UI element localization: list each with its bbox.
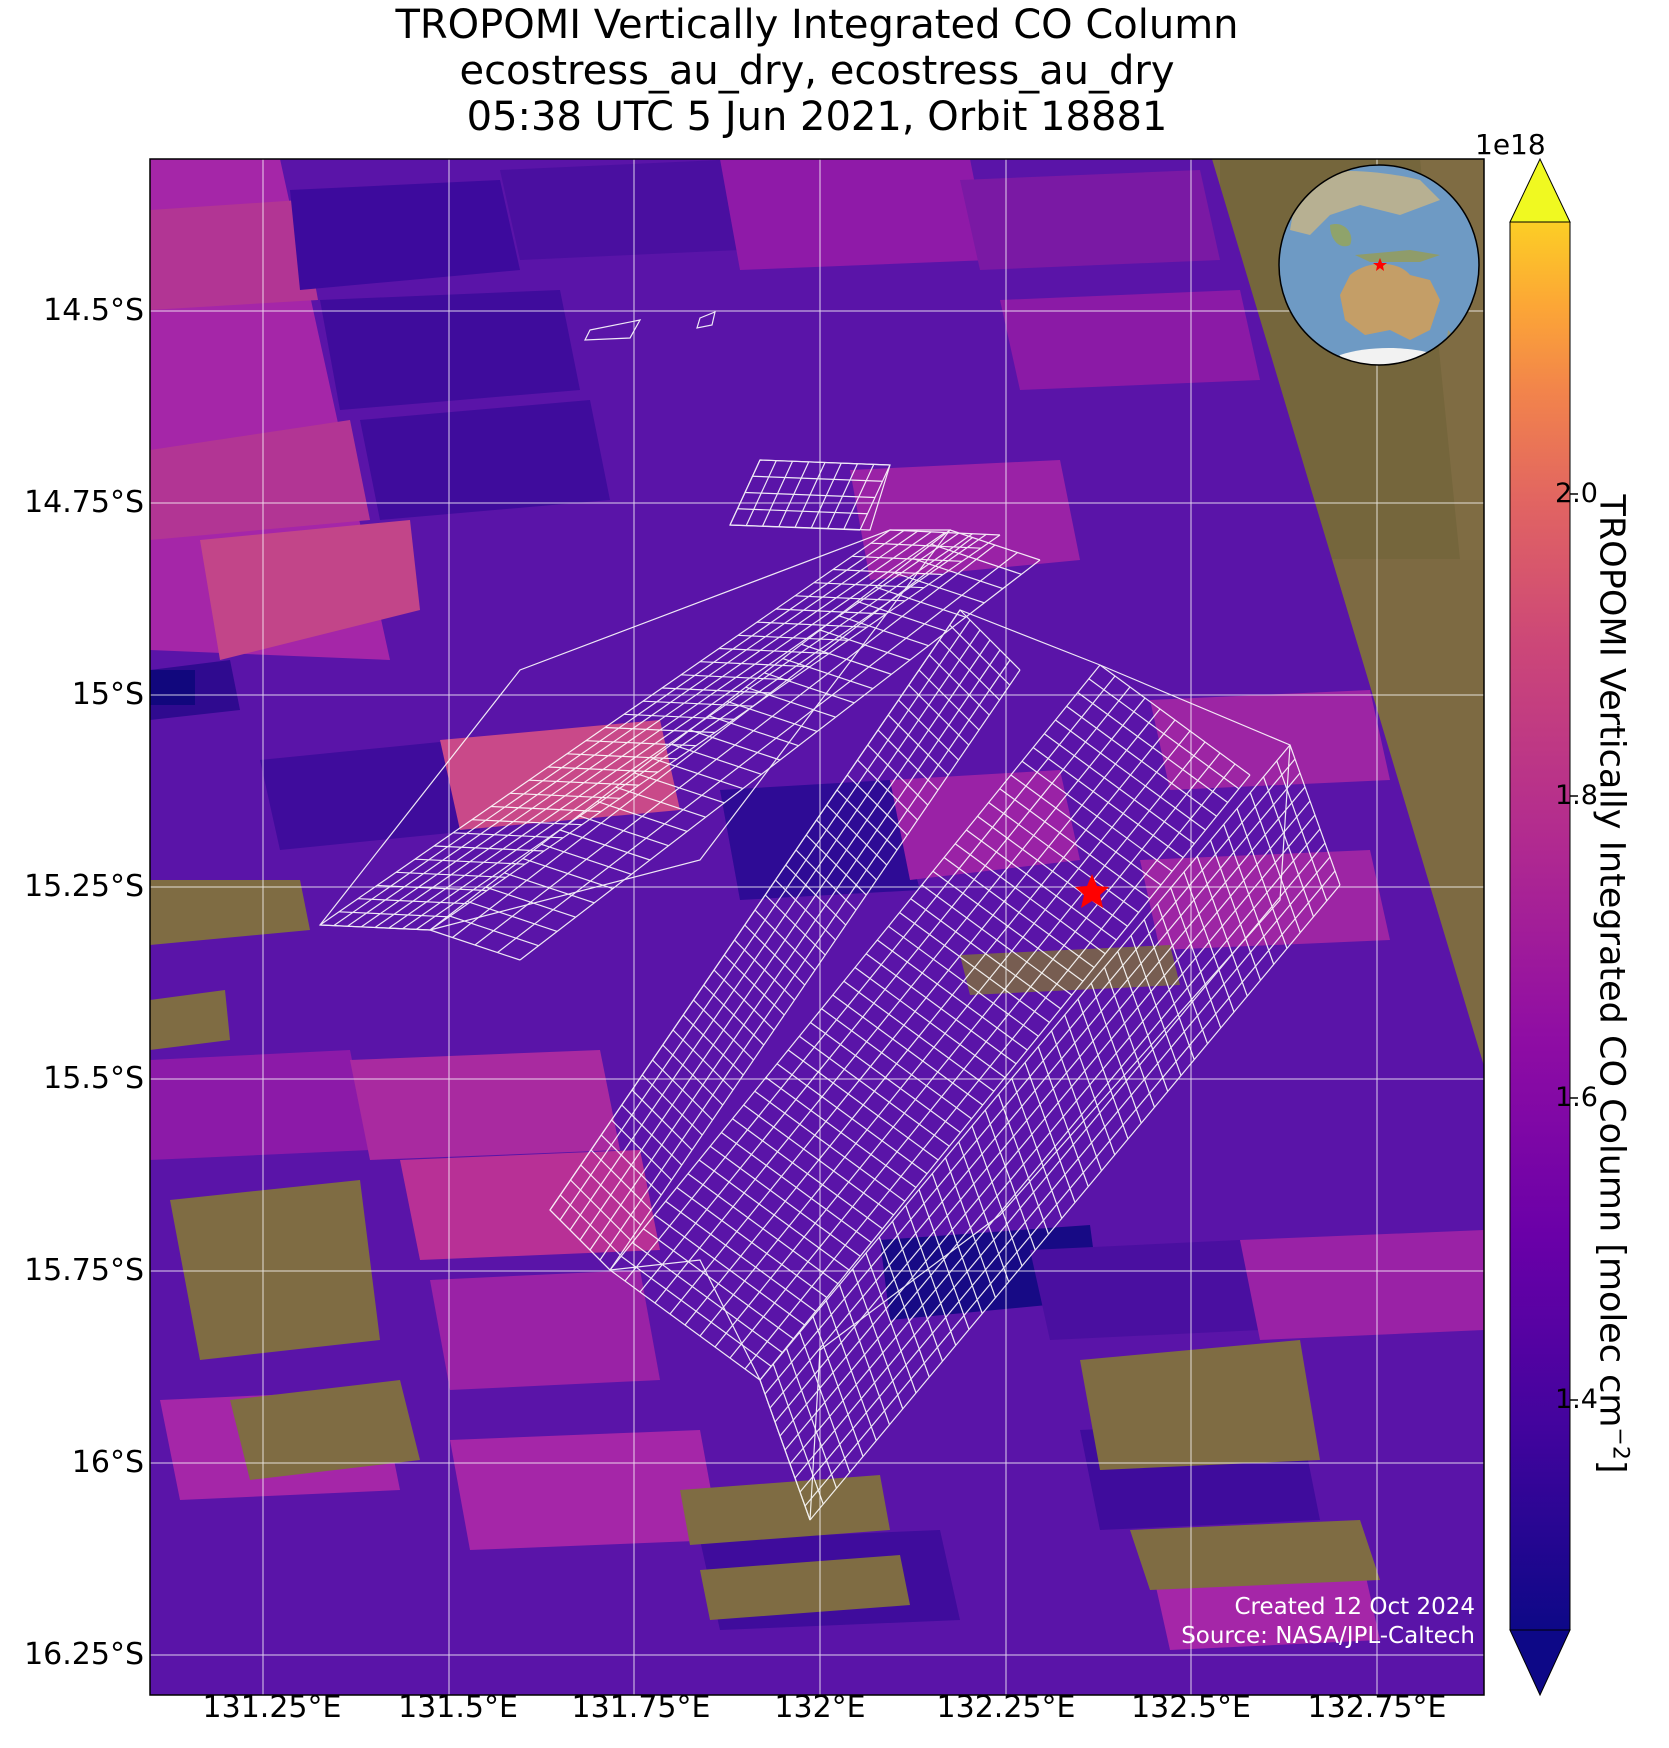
lat-tick-label: 16°S — [71, 1445, 144, 1480]
mesh-east-b-line — [744, 763, 1236, 1370]
colorbar-title-exponent: −2 — [1607, 1427, 1633, 1460]
mesh-east-a-line — [589, 649, 1001, 1251]
mesh-east-a-line — [569, 629, 981, 1231]
colorbar-extend-max — [1509, 157, 1571, 223]
graticule — [150, 159, 1484, 1695]
colorbar-title: TROPOMI Vertically Integrated CO Column … — [1592, 494, 1633, 1473]
no-data-gaps — [150, 159, 1484, 1620]
mesh-east-c-line — [804, 870, 1336, 1507]
mesh-north-line — [737, 508, 868, 515]
lon-tick-label: 132°E — [774, 1690, 866, 1725]
colorbar-title-text: TROPOMI Vertically Integrated CO Column … — [1591, 494, 1632, 1428]
lat-tick-label: 15.25°S — [24, 869, 144, 904]
mesh-west-b-line — [519, 559, 1041, 961]
colorbar-tick-label: 1.6 — [1555, 1082, 1598, 1113]
mesh-east-b-line — [699, 730, 1191, 1337]
mesh-east-c-line — [769, 772, 1301, 1409]
mesh-west-b-line — [452, 537, 973, 938]
mesh-east-b-line — [759, 774, 1251, 1381]
mesh-west-a-line — [374, 532, 946, 928]
mesh-north-line — [759, 459, 891, 466]
colorbar-exponent: 1e18 — [1475, 128, 1546, 161]
red-star-icon — [1075, 874, 1109, 908]
colorbar-tick-label: 1.8 — [1555, 780, 1598, 811]
ecostress-mesh-lines — [319, 459, 1341, 1521]
map-frame — [149, 158, 1485, 1696]
mesh-east-b-line — [669, 708, 1161, 1315]
lon-tick-label: 131.25°E — [202, 1690, 342, 1725]
lon-tick-label: 132.5°E — [1131, 1690, 1251, 1725]
mesh-east-b-line — [639, 686, 1131, 1293]
colorbar-tick-label: 2.0 — [1555, 478, 1598, 509]
mesh-east-c-line — [799, 856, 1331, 1493]
mesh-west-a-line — [333, 530, 905, 927]
mesh-east-b-line — [654, 697, 1146, 1304]
ecostress-footprint-small-1 — [584, 319, 642, 341]
mesh-west-b-line — [429, 529, 951, 931]
lat-tick-label: 15.75°S — [24, 1253, 144, 1288]
mesh-east-c-line — [789, 828, 1321, 1465]
mesh-east-c-line — [779, 800, 1311, 1437]
lat-tick-label: 15°S — [71, 677, 144, 712]
chart-title-line-2: ecostress_au_dry, ecostress_au_dry — [459, 48, 1175, 94]
globe-site-star-icon — [1373, 258, 1387, 271]
mesh-east-c-line — [809, 884, 1341, 1521]
colorbar-extend-min — [1509, 1629, 1571, 1697]
mesh-north-line — [744, 491, 876, 499]
credit-source: Source: NASA/JPL-Caltech — [1181, 1623, 1475, 1649]
mesh-east-b-line — [684, 719, 1176, 1326]
chart-title-line-3: 05:38 UTC 5 Jun 2021, Orbit 18881 — [466, 94, 1168, 140]
mesh-north-line — [729, 524, 861, 531]
ecostress-footprint-grid — [318, 311, 1341, 1521]
lon-tick-label: 131.5°E — [398, 1690, 518, 1725]
mesh-west-a-line — [319, 529, 891, 926]
mesh-north-line — [752, 475, 883, 482]
mesh-east-a-line — [599, 659, 1011, 1261]
mesh-east-a-line — [579, 639, 991, 1241]
lat-tick-label: 16.25°S — [24, 1637, 144, 1672]
mesh-west-a-line — [388, 532, 960, 929]
colorbar — [1509, 157, 1578, 1697]
colorbar-gradient — [1509, 221, 1571, 1631]
mesh-east-c-line — [774, 786, 1306, 1423]
chart-title-line-1: TROPOMI Vertically Integrated CO Column — [395, 2, 1239, 48]
lon-tick-label: 132.75°E — [1307, 1690, 1447, 1725]
mesh-west-a-line — [360, 531, 932, 928]
mesh-west-b-line — [497, 552, 1018, 953]
globe-icon — [1278, 164, 1480, 366]
mesh-east-c-line — [794, 842, 1326, 1479]
ecostress-footprint-small-2 — [696, 311, 716, 329]
lat-tick-label: 14.75°S — [24, 485, 144, 520]
colorbar-title-close: ] — [1591, 1459, 1632, 1474]
lon-tick-label: 131.75°E — [571, 1690, 711, 1725]
mesh-east-c-line — [764, 758, 1296, 1395]
mesh-east-a-line — [609, 669, 1021, 1271]
mesh-west-a-line — [429, 534, 1001, 931]
map-area — [150, 159, 1484, 1695]
mesh-east-c-line — [759, 744, 1291, 1381]
mesh-east-c-line — [784, 814, 1316, 1451]
mesh-east-b-line — [729, 752, 1221, 1359]
tropomi-pixels — [150, 159, 1484, 1650]
lat-tick-label: 14.5°S — [43, 293, 144, 328]
mesh-east-b-line — [714, 741, 1206, 1348]
mesh-east-a-line — [559, 619, 971, 1221]
mesh-east-b-line — [609, 664, 1101, 1271]
lat-tick-label: 15.5°S — [43, 1061, 144, 1096]
mesh-west-a-line — [347, 530, 918, 927]
mesh-east-a-line — [549, 609, 961, 1211]
credit-created: Created 12 Oct 2024 — [1234, 1594, 1475, 1620]
mesh-west-b-line — [474, 544, 996, 946]
lon-tick-label: 132.25°E — [936, 1690, 1076, 1725]
ecostress-footprint-east — [549, 609, 1291, 1521]
colorbar-tick-label: 1.4 — [1555, 1384, 1598, 1415]
mesh-east-b-line — [624, 675, 1116, 1282]
